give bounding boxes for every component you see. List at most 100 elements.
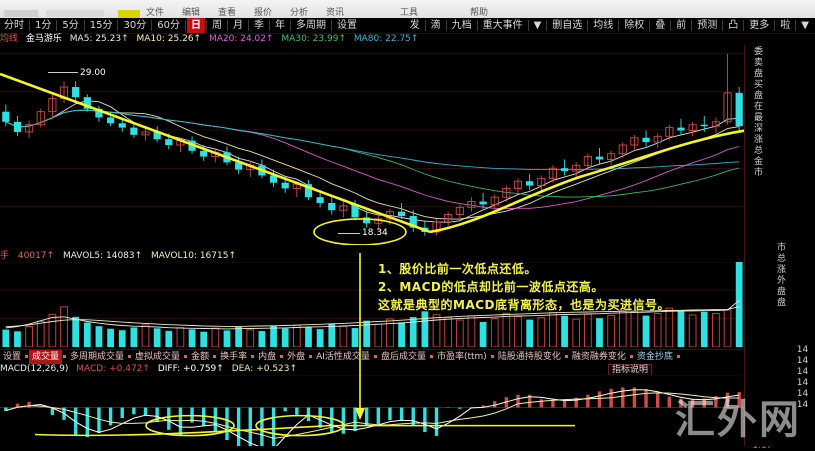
tab-2[interactable]: 多周期成交量 [70,352,125,362]
window-menu-strip[interactable]: 文件 编辑 查看 报价 分析 资讯 工具 帮助 [0,0,815,18]
sidebar-label-a-0: 委 [753,47,763,57]
period-button-11[interactable]: 多周期 [295,20,326,31]
tab-11[interactable]: 陆股通持股变化 [497,352,561,362]
sidebar-label-a-7: 深 [753,124,763,134]
toolbar-button-14[interactable]: ▼ [801,20,809,31]
sidebar-label-b-5: 盘 [776,298,786,308]
period-button-0[interactable]: 分时 [4,20,24,31]
annotation-line-2: 2、MACD的低点却比前一波低点还高。 [378,280,604,294]
toolbar-separator [424,20,426,31]
period-button-9[interactable]: 季 [253,20,264,31]
period-button-5[interactable]: 60分 [157,20,180,31]
toolbar-separator [117,20,119,31]
high-price-label: 29.00 [80,67,106,78]
tab-1[interactable]: 成交量 [29,350,63,364]
dea-value: DEA: +0.523↑ [231,364,298,374]
sidebar-column-1: 委卖盘买盘在最深涨总金市 [747,47,770,179]
period-button-10[interactable]: 年 [274,20,285,31]
toolbar-button-12[interactable]: 更多 [749,20,770,31]
toolbar-button-11[interactable]: 凸 [728,20,739,31]
menu-item-5[interactable]: 资讯 [326,8,345,18]
menu-item-2[interactable]: 查看 [218,8,237,18]
tab-12[interactable]: 融资融券变化 [571,352,626,362]
toolbar-separator [722,20,724,31]
diff-value: DIFF: +0.759↑ [157,364,224,374]
tab-separator-dot [373,355,377,358]
tab-separator-dot [629,355,633,358]
mavol10-value: MAVOL10: 16715↑ [151,251,237,261]
macd-chart-pane[interactable] [0,375,745,446]
period-button-2[interactable]: 5分 [62,20,79,31]
tab-9[interactable]: 盘后成交量 [380,352,426,362]
toolbar-separator [56,20,58,31]
toolbar-separator [247,20,249,31]
sidebar-label-a-1: 卖 [753,58,763,68]
period-toolbar: 分时 1分 5分 15分 30分 60分日周月季年多周期 设置 发滴九档 重大事件 ▼ 删自选 均线… [0,18,815,34]
period-button-12[interactable]: 设置 [336,20,357,31]
price-pane-header: 均线 金马游乐 MA5: 25.23↑ MA10: 25.26↑ MA20: 2… [0,33,423,45]
sidebar-label-a-5: 在 [753,102,763,112]
period-button-1[interactable]: 1分 [35,20,52,31]
sidebar-label-a-2: 盘 [753,69,763,79]
toolbar-button-6[interactable]: 均线 [593,20,614,31]
sidebar-label-a-10: 金 [753,157,763,167]
period-button-6[interactable]: 日 [186,18,205,33]
sidebar-label-b-0: 市 [776,243,786,253]
menu-item-0[interactable]: 文件 [146,8,165,18]
tab-5[interactable]: 换手率 [220,352,248,362]
menu-item-3[interactable]: 报价 [254,8,273,18]
toolbar-separator [83,20,85,31]
toolbar-button-0[interactable]: 发 [409,20,420,31]
price-indicator-label[interactable]: 均线 [0,34,19,44]
toolbar-separator [184,20,186,31]
toolbar-button-1[interactable]: 滴 [430,20,441,31]
order-book-sidebar[interactable]: 委卖盘买盘在最深涨总金市 市总涨外盘盘 14 14 14 14 14 14 [744,45,815,446]
price-chart-pane[interactable] [0,45,745,245]
tab-7[interactable]: 外盘 [287,352,306,362]
tab-8[interactable]: AI活性成交量 [316,352,370,362]
tab-separator-dot [213,355,217,358]
toolbar-separator [330,20,332,31]
toolbar-button-9[interactable]: 前 [676,20,687,31]
sidebar-label-a-4: 盘 [753,91,763,101]
toolbar-button-2[interactable]: 九档 [451,20,472,31]
toolbar-separator [774,20,776,31]
toolbar-button-3[interactable]: 重大事件 [482,20,523,31]
tab-0[interactable]: 设置 [3,352,22,362]
sidebar-label-b-1: 总 [776,254,786,264]
macd-value: MACD: +0.472↑ [76,364,150,374]
tab-6[interactable]: 内盘 [258,352,277,362]
tab-separator-dot [490,355,494,358]
tab-3[interactable]: 虚拟成交量 [135,352,181,362]
tab-separator-dot [251,355,255,358]
menu-item-7[interactable]: 帮助 [470,8,489,18]
tab-10[interactable]: 市盈率(ttm) [436,352,487,362]
toolbar-separator [587,20,589,31]
menu-item-6[interactable]: 工具 [400,8,419,18]
period-button-3[interactable]: 15分 [89,20,113,31]
period-button-7[interactable]: 周 [211,20,222,31]
toolbar-button-4[interactable]: ▼ [533,20,542,31]
annotation-line-1: 1、股价比前一次低点还低。 [378,262,537,276]
toolbar-button-13[interactable]: 啦 [780,20,791,31]
period-button-4[interactable]: 30分 [123,20,147,31]
tab-separator-dot [280,355,284,358]
toolbar-separator [151,20,153,31]
tab-13[interactable]: 资金抄底 [636,352,673,362]
toolbar-button-8[interactable]: 叠 [655,20,666,31]
volume-unit-label: 手 [0,251,10,261]
tab-4[interactable]: 金额 [191,352,210,362]
toolbar-separator [691,20,693,31]
period-button-8[interactable]: 月 [232,20,243,31]
volume-chart-pane[interactable] [0,262,745,347]
toolbar-button-5[interactable]: 删自选 [552,20,583,31]
ma5-value: MA5: 25.23↑ [69,34,129,44]
toolbar-button-7[interactable]: 除权 [624,20,645,31]
app-logo [118,10,140,18]
menu-item-4[interactable]: 分析 [290,8,309,18]
toolbar-separator [445,20,447,31]
menu-item-1[interactable]: 编辑 [182,8,201,18]
toolbar-separator [670,20,672,31]
toolbar-button-10[interactable]: 预测 [697,20,718,31]
